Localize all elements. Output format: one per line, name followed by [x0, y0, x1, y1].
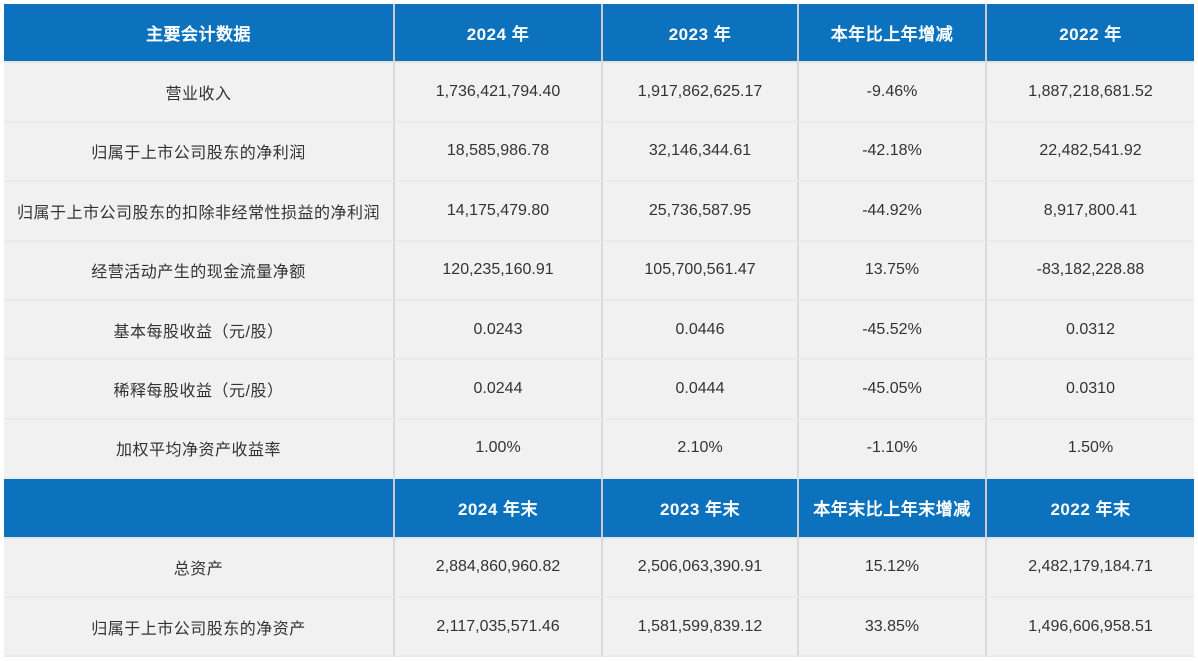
column-header-2024: 2024 年: [395, 4, 603, 64]
value-cell-2023: 32,146,344.61: [603, 122, 799, 183]
header-row-year-end: 2024 年末 2023 年末 本年末比上年末增减 2022 年末: [4, 479, 1194, 539]
metric-label-cell: 营业收入: [4, 63, 395, 123]
value-cell-2024: 2,117,035,571.46: [395, 597, 603, 658]
value-cell-2023: 2,506,063,390.91: [603, 538, 799, 598]
value-cell-2022: 0.0312: [987, 300, 1194, 361]
column-header-metric: 主要会计数据: [4, 4, 395, 64]
table-row-operating-cash-flow: 经营活动产生的现金流量净额 120,235,160.91 105,700,561…: [4, 241, 1194, 301]
value-cell-2023: 25,736,587.95: [603, 182, 799, 242]
header-row-annual: 主要会计数据 2024 年 2023 年 本年比上年增减 2022 年: [4, 4, 1194, 64]
metric-label-cell: 总资产: [4, 538, 395, 598]
change-cell: -1.10%: [799, 419, 987, 480]
change-cell: 15.12%: [799, 538, 987, 598]
value-cell-2022: 1,496,606,958.51: [987, 597, 1194, 658]
column-header-2023-end: 2023 年末: [603, 479, 799, 539]
financial-summary-table: 主要会计数据 2024 年 2023 年 本年比上年增减 2022 年 营业收入…: [4, 4, 1194, 658]
change-cell: -44.92%: [799, 182, 987, 242]
column-header-yearend-change: 本年末比上年末增减: [799, 479, 987, 539]
column-header-blank: [4, 479, 395, 539]
value-cell-2023: 2.10%: [603, 419, 799, 480]
value-cell-2024: 120,235,160.91: [395, 241, 603, 301]
column-header-2023: 2023 年: [603, 4, 799, 64]
value-cell-2022: 2,482,179,184.71: [987, 538, 1194, 598]
table-row-operating-revenue: 营业收入 1,736,421,794.40 1,917,862,625.17 -…: [4, 63, 1194, 123]
table-row-diluted-eps: 稀释每股收益（元/股） 0.0244 0.0444 -45.05% 0.0310: [4, 360, 1194, 420]
value-cell-2024: 0.0243: [395, 300, 603, 361]
change-cell: -45.05%: [799, 360, 987, 420]
table-row-weighted-avg-roe: 加权平均净资产收益率 1.00% 2.10% -1.10% 1.50%: [4, 419, 1194, 480]
value-cell-2023: 105,700,561.47: [603, 241, 799, 301]
metric-label-cell: 归属于上市公司股东的净资产: [4, 597, 395, 658]
value-cell-2023: 1,917,862,625.17: [603, 63, 799, 123]
value-cell-2024: 1,736,421,794.40: [395, 63, 603, 123]
value-cell-2024: 18,585,986.78: [395, 122, 603, 183]
column-header-2022: 2022 年: [987, 4, 1194, 64]
value-cell-2022: 1,887,218,681.52: [987, 63, 1194, 123]
table-row-net-profit-excl-nonrecurring: 归属于上市公司股东的扣除非经常性损益的净利润 14,175,479.80 25,…: [4, 182, 1194, 242]
change-cell: -42.18%: [799, 122, 987, 183]
metric-label-cell: 加权平均净资产收益率: [4, 419, 395, 480]
metric-label-cell: 基本每股收益（元/股）: [4, 300, 395, 361]
metric-label-cell: 经营活动产生的现金流量净额: [4, 241, 395, 301]
value-cell-2023: 0.0444: [603, 360, 799, 420]
value-cell-2022: 8,917,800.41: [987, 182, 1194, 242]
column-header-2022-end: 2022 年末: [987, 479, 1194, 539]
value-cell-2022: 0.0310: [987, 360, 1194, 420]
metric-label-cell: 稀释每股收益（元/股）: [4, 360, 395, 420]
value-cell-2023: 0.0446: [603, 300, 799, 361]
value-cell-2024: 14,175,479.80: [395, 182, 603, 242]
value-cell-2024: 0.0244: [395, 360, 603, 420]
column-header-yoy-change: 本年比上年增减: [799, 4, 987, 64]
value-cell-2022: 22,482,541.92: [987, 122, 1194, 183]
value-cell-2022: -83,182,228.88: [987, 241, 1194, 301]
metric-label-cell: 归属于上市公司股东的净利润: [4, 122, 395, 183]
table-row-net-assets: 归属于上市公司股东的净资产 2,117,035,571.46 1,581,599…: [4, 597, 1194, 658]
value-cell-2023: 1,581,599,839.12: [603, 597, 799, 658]
value-cell-2024: 1.00%: [395, 419, 603, 480]
value-cell-2024: 2,884,860,960.82: [395, 538, 603, 598]
metric-label-cell: 归属于上市公司股东的扣除非经常性损益的净利润: [4, 182, 395, 242]
change-cell: 33.85%: [799, 597, 987, 658]
value-cell-2022: 1.50%: [987, 419, 1194, 480]
table-row-net-profit: 归属于上市公司股东的净利润 18,585,986.78 32,146,344.6…: [4, 122, 1194, 183]
change-cell: -9.46%: [799, 63, 987, 123]
table-row-total-assets: 总资产 2,884,860,960.82 2,506,063,390.91 15…: [4, 538, 1194, 598]
change-cell: 13.75%: [799, 241, 987, 301]
column-header-2024-end: 2024 年末: [395, 479, 603, 539]
table-row-basic-eps: 基本每股收益（元/股） 0.0243 0.0446 -45.52% 0.0312: [4, 300, 1194, 361]
change-cell: -45.52%: [799, 300, 987, 361]
